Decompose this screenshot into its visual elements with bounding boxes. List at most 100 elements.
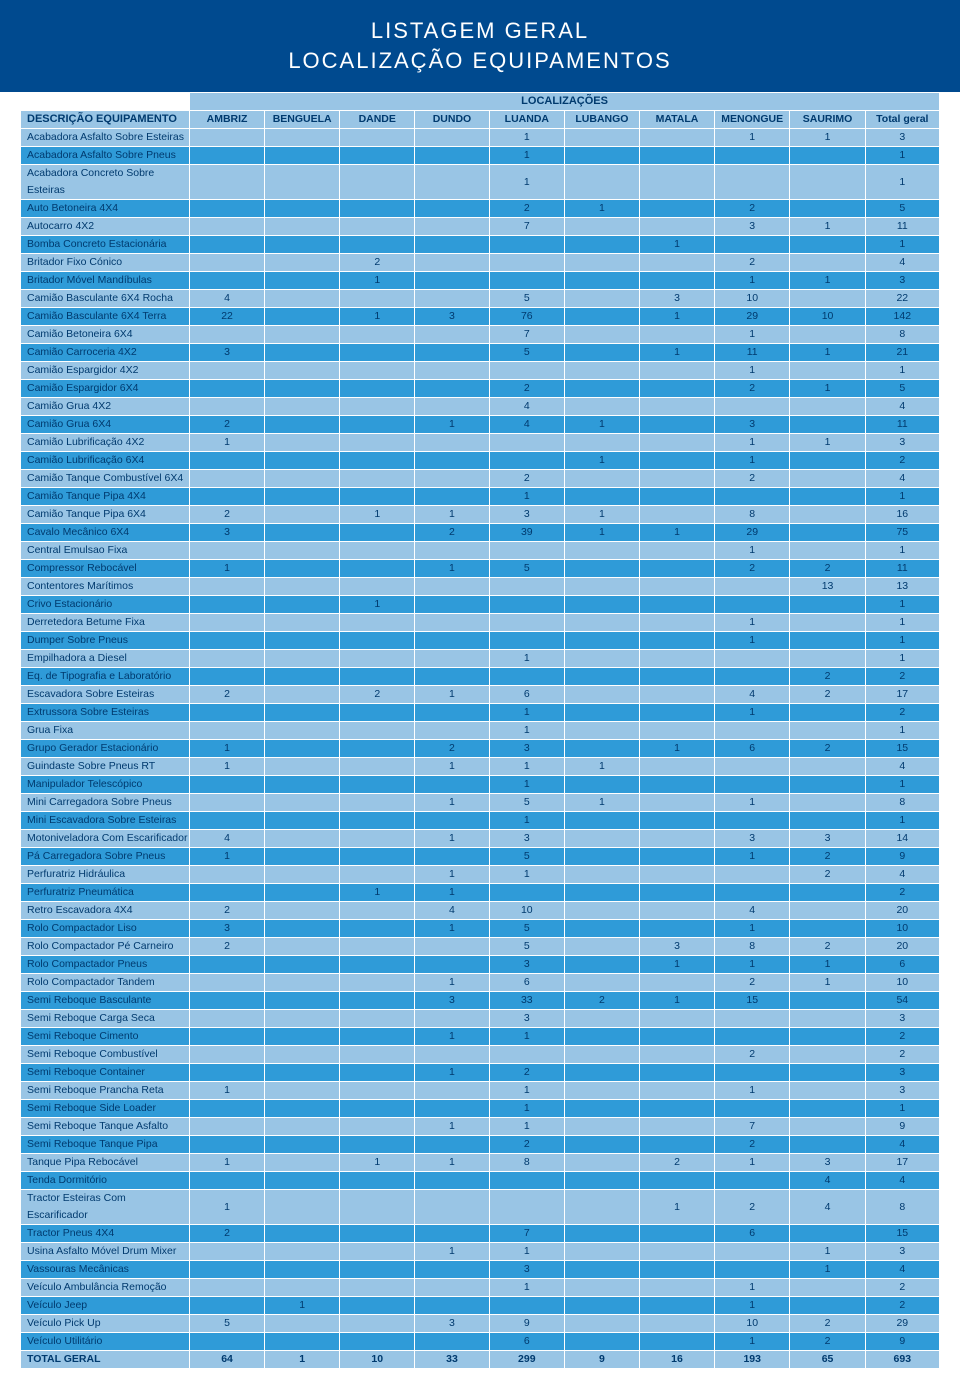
cell-value (415, 1082, 490, 1100)
cell-value: 3 (640, 938, 715, 956)
cell-value (415, 614, 490, 632)
cell-value: 3 (865, 1064, 939, 1082)
cell-value: 1 (865, 542, 939, 560)
cell-value: 2 (865, 884, 939, 902)
cell-value (640, 1010, 715, 1028)
cell-value: 4 (865, 866, 939, 884)
cell-value (489, 434, 564, 452)
cell-value: 5 (190, 1315, 265, 1333)
cell-value (564, 632, 639, 650)
row-description: Camião Lubrificação 4X2 (21, 434, 190, 452)
cell-value: 2 (865, 1046, 939, 1064)
row-description: Autocarro 4X2 (21, 218, 190, 236)
cell-value (190, 488, 265, 506)
column-header: AMBRIZ (190, 111, 265, 129)
row-description: Extrussora Sobre Esteiras (21, 704, 190, 722)
row-description: Rolo Compactador Tandem (21, 974, 190, 992)
cell-value (790, 1028, 865, 1046)
cell-value (640, 830, 715, 848)
table-row: Auto Betoneira 4X42125 (21, 200, 940, 218)
cell-value (415, 596, 490, 614)
cell-value: 1 (865, 165, 939, 200)
cell-value (564, 1064, 639, 1082)
cell-value (415, 200, 490, 218)
cell-value (340, 1279, 415, 1297)
cell-value (190, 200, 265, 218)
cell-value (640, 1297, 715, 1315)
table-row: Semi Reboque Carga Seca33 (21, 1010, 940, 1028)
cell-value (340, 1172, 415, 1190)
cell-value (714, 650, 790, 668)
cell-value (640, 884, 715, 902)
row-description: Rolo Compactador Pé Carneiro (21, 938, 190, 956)
cell-value (340, 902, 415, 920)
cell-value (790, 884, 865, 902)
cell-value (340, 200, 415, 218)
cell-value (790, 165, 865, 200)
table-wrap: LOCALIZAÇÕES DESCRIÇÃO EQUIPAMENTO AMBRI… (0, 92, 960, 1389)
cell-value: 20 (865, 902, 939, 920)
cell-value (264, 614, 339, 632)
cell-value (790, 506, 865, 524)
table-row: Semi Reboque Tanque Asfalto1179 (21, 1118, 940, 1136)
row-description: Empilhadora a Diesel (21, 650, 190, 668)
cell-value: 1 (714, 272, 790, 290)
cell-value (714, 147, 790, 165)
total-value: 64 (190, 1351, 265, 1369)
cell-value (640, 1225, 715, 1243)
cell-value (790, 704, 865, 722)
cell-value: 2 (190, 902, 265, 920)
cell-value (640, 1261, 715, 1279)
cell-value: 1 (714, 542, 790, 560)
cell-value: 1 (489, 147, 564, 165)
row-description: Mini Escavadora Sobre Esteiras (21, 812, 190, 830)
row-description: Camião Lubrificação 6X4 (21, 452, 190, 470)
row-description: Semi Reboque Prancha Reta (21, 1082, 190, 1100)
cell-value (415, 1279, 490, 1297)
cell-value (564, 488, 639, 506)
cell-value (489, 596, 564, 614)
table-row: Guindaste Sobre Pneus RT11114 (21, 758, 940, 776)
cell-value: 1 (790, 129, 865, 147)
cell-value (415, 1046, 490, 1064)
cell-value (264, 344, 339, 362)
cell-value: 16 (865, 506, 939, 524)
cell-value (415, 1100, 490, 1118)
cell-value (190, 578, 265, 596)
cell-value (264, 902, 339, 920)
cell-value: 29 (865, 1315, 939, 1333)
cell-value (415, 650, 490, 668)
cell-value: 3 (489, 830, 564, 848)
cell-value (190, 884, 265, 902)
table-row: Autocarro 4X273111 (21, 218, 940, 236)
cell-value (564, 614, 639, 632)
cell-value (415, 362, 490, 380)
cell-value: 2 (190, 938, 265, 956)
row-description: Grupo Gerador Estacionário (21, 740, 190, 758)
cell-value: 1 (714, 1297, 790, 1315)
cell-value (640, 272, 715, 290)
cell-value: 4 (865, 1172, 939, 1190)
table-row: Acabadora Asfalto Sobre Esteiras1113 (21, 129, 940, 147)
cell-value (340, 1118, 415, 1136)
cell-value (340, 848, 415, 866)
cell-value (190, 470, 265, 488)
cell-value (640, 165, 715, 200)
cell-value (640, 434, 715, 452)
column-header: DUNDO (415, 111, 490, 129)
row-description: Camião Carroceria 4X2 (21, 344, 190, 362)
row-description: Mini Carregadora Sobre Pneus (21, 794, 190, 812)
cell-value (190, 776, 265, 794)
cell-value: 1 (340, 308, 415, 326)
row-description: Acabadora Concreto Sobre Esteiras (21, 165, 190, 200)
cell-value: 5 (489, 344, 564, 362)
cell-value: 5 (489, 290, 564, 308)
cell-value (489, 1046, 564, 1064)
cell-value: 1 (415, 1118, 490, 1136)
cell-value (790, 147, 865, 165)
page-header: LISTAGEM GERAL LOCALIZAÇÃO EQUIPAMENTOS (0, 0, 960, 92)
cell-value (340, 218, 415, 236)
total-value: 193 (714, 1351, 790, 1369)
total-value: 16 (640, 1351, 715, 1369)
cell-value (264, 218, 339, 236)
